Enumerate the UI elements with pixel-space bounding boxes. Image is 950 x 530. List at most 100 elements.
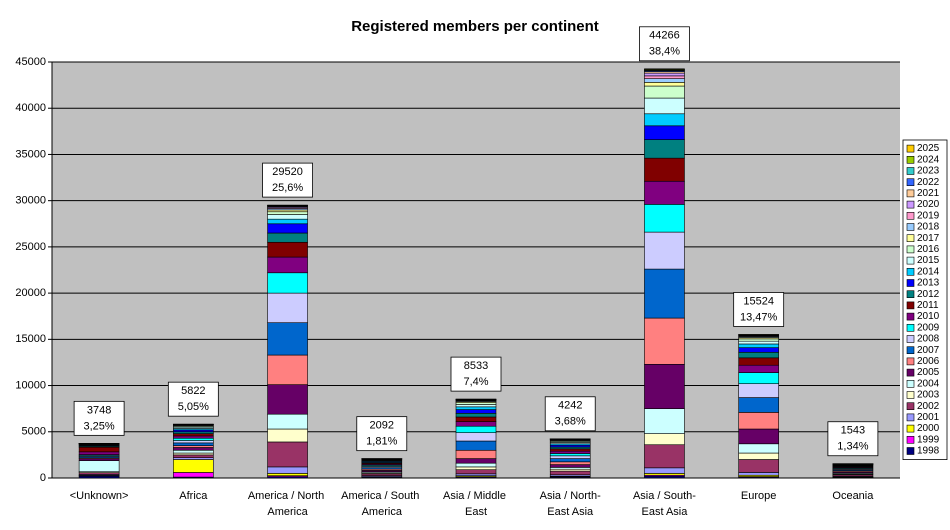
legend-swatch bbox=[906, 290, 915, 299]
bar-segment bbox=[173, 433, 214, 437]
label-line: Asia / Middle bbox=[443, 490, 509, 502]
total-label: 2092 bbox=[370, 420, 394, 432]
legend-label: 2023 bbox=[917, 166, 940, 177]
label-line: Asia / South- bbox=[633, 490, 696, 502]
total-label-box bbox=[827, 421, 879, 457]
y-tick-label: 0 bbox=[40, 472, 46, 484]
y-tick-label: 30000 bbox=[15, 195, 46, 207]
y-tick-label: 10000 bbox=[15, 379, 46, 391]
total-label-box bbox=[639, 26, 690, 62]
bar-segment bbox=[267, 354, 308, 385]
bar-segment bbox=[738, 459, 779, 473]
legend-swatch bbox=[906, 424, 915, 433]
bar-segment bbox=[644, 157, 685, 182]
legend-label: 2020 bbox=[917, 199, 940, 210]
legend-label: 2016 bbox=[917, 244, 940, 255]
label-line: <Unknown> bbox=[70, 490, 129, 502]
bar-segment bbox=[267, 384, 308, 415]
total-label: 1543 bbox=[841, 425, 865, 437]
bar-segment bbox=[549, 464, 591, 468]
legend-swatch bbox=[906, 391, 915, 399]
label-line: East Asia bbox=[642, 506, 689, 518]
share-label: 5,05% bbox=[178, 401, 209, 413]
x-tick-label: America / North America bbox=[248, 490, 327, 518]
bar-segment bbox=[644, 68, 685, 70]
bar-segment bbox=[644, 72, 685, 77]
legend-swatch bbox=[906, 167, 915, 175]
bar-segment bbox=[267, 428, 308, 443]
bar-segment bbox=[267, 241, 308, 258]
share-label: 25,6% bbox=[272, 182, 303, 194]
x-tick-label: Oceania bbox=[832, 490, 874, 502]
bar-segment bbox=[738, 347, 779, 353]
bar-segment bbox=[644, 180, 685, 205]
legend-swatch bbox=[906, 245, 915, 254]
legend-label: 1999 bbox=[917, 434, 940, 445]
legend-label: 2015 bbox=[917, 255, 940, 266]
y-tick-label: 25000 bbox=[15, 241, 46, 253]
share-label: 1,34% bbox=[837, 441, 868, 453]
y-tick-label: 5000 bbox=[22, 426, 46, 438]
legend-label: 2010 bbox=[917, 311, 940, 322]
x-tick-label: Asia / South- East Asia bbox=[633, 490, 696, 518]
legend-label: 2002 bbox=[917, 401, 940, 412]
total-label: 29520 bbox=[272, 166, 303, 178]
bar-segment bbox=[455, 409, 497, 414]
bar-segment bbox=[549, 450, 591, 454]
total-label-box bbox=[262, 162, 313, 198]
bar-segment bbox=[455, 406, 497, 410]
legend-swatch bbox=[906, 413, 915, 422]
label-line: Oceania bbox=[832, 490, 874, 502]
bar-segment bbox=[738, 428, 779, 445]
legend-swatch bbox=[906, 279, 915, 287]
bar-segment bbox=[78, 446, 120, 453]
legend-swatch bbox=[906, 312, 915, 321]
total-label-box bbox=[733, 292, 785, 327]
legend-swatch bbox=[906, 379, 915, 388]
bar-segment bbox=[455, 412, 497, 418]
bar-segment bbox=[644, 444, 685, 469]
legend-swatch bbox=[906, 346, 915, 355]
bar-segment bbox=[173, 437, 214, 441]
bar-segment bbox=[455, 404, 497, 408]
legend-label: 2008 bbox=[917, 334, 940, 345]
label-line: Africa bbox=[179, 490, 208, 502]
bar-segment bbox=[644, 82, 685, 87]
share-label: 3,68% bbox=[555, 416, 586, 428]
bar-segment bbox=[173, 459, 214, 473]
bar-segment bbox=[738, 372, 779, 385]
bar-segment bbox=[267, 322, 308, 356]
bar-segment bbox=[738, 357, 779, 366]
bar-segment bbox=[549, 448, 591, 452]
bar-segment bbox=[455, 466, 497, 470]
bar-segment bbox=[173, 449, 214, 454]
total-label-box bbox=[167, 381, 219, 417]
y-tick-label: 35000 bbox=[15, 148, 46, 160]
legend-swatch bbox=[906, 156, 915, 164]
bar-segment bbox=[644, 268, 685, 319]
bar-segment bbox=[267, 466, 308, 474]
legend-label: 2007 bbox=[917, 345, 940, 356]
bar-segment bbox=[549, 453, 591, 457]
bar-segment bbox=[738, 383, 779, 398]
bar-segment bbox=[78, 451, 120, 455]
bar-segment bbox=[267, 223, 308, 234]
legend-label: 2005 bbox=[917, 367, 940, 378]
bar-segment bbox=[644, 433, 685, 446]
share-label: 38,4% bbox=[649, 46, 680, 58]
x-tick-label: Africa bbox=[179, 490, 208, 502]
legend-swatch bbox=[906, 301, 915, 310]
bar-segment bbox=[267, 214, 308, 220]
bar-segment bbox=[738, 412, 779, 430]
total-label: 15524 bbox=[743, 295, 774, 307]
bar-segment bbox=[455, 425, 497, 434]
bar-segment bbox=[267, 441, 308, 468]
bar-segment bbox=[549, 470, 591, 476]
bar-segment bbox=[738, 472, 779, 476]
bar-segment bbox=[644, 75, 685, 79]
bar-segment bbox=[173, 454, 214, 458]
legend-label: 2025 bbox=[917, 143, 940, 154]
share-label: 3,25% bbox=[84, 420, 115, 432]
label-line: America / South bbox=[341, 490, 422, 502]
label-line: Asia / North- bbox=[540, 490, 601, 502]
